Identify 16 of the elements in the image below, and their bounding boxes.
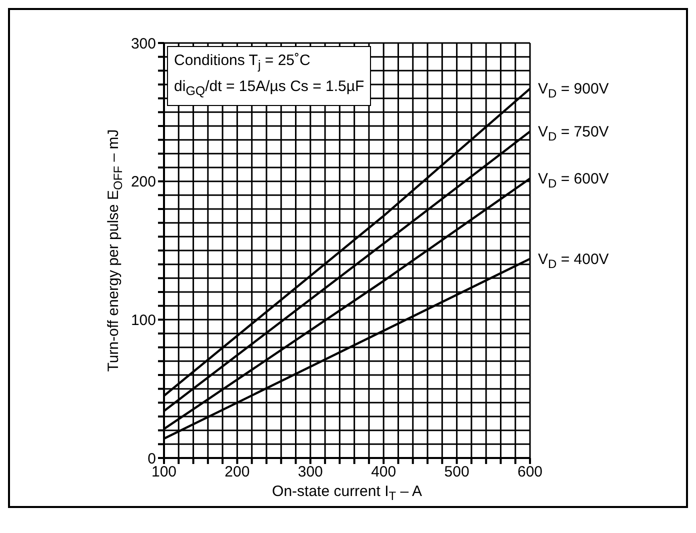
x-tick-label: 600 — [517, 464, 543, 481]
conditions-box: Conditions T$_{j}$ = 25˚C di$_{GQ}$/dt = 15A/µs Cs = 1.5µF — [167, 46, 372, 106]
series-label: V$_{D}$ = 750V — [538, 124, 609, 144]
annotation: Conditions T$_{j}$ = 25˚C — [174, 51, 312, 74]
series-label: V$_{D}$ = 400V — [538, 250, 609, 270]
series-label: V$_{D}$ = 600V — [538, 170, 609, 190]
annotation: di$_{GQ}$/dt = 15A/µs Cs = 1.5µF — [174, 77, 364, 100]
x-tick-label: 200 — [224, 464, 250, 481]
x-tick-label: 400 — [371, 464, 396, 481]
x-axis-title: On-state current I$_{T}$ – A — [272, 483, 422, 503]
y-tick-label: 200 — [130, 174, 156, 191]
y-tick-label: 300 — [130, 35, 156, 52]
x-tick-label: 500 — [444, 464, 470, 481]
y-tick-label: 100 — [130, 312, 156, 329]
series-label: V$_{D}$ = 900V — [538, 80, 609, 100]
x-tick-label: 300 — [298, 464, 323, 481]
